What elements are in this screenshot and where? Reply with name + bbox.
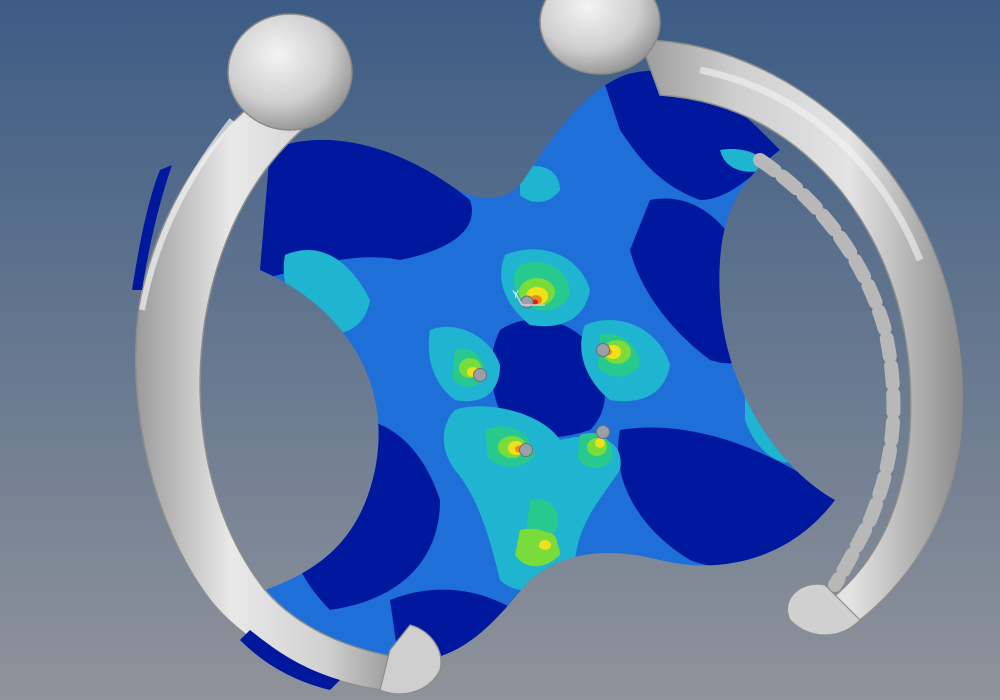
contour-band-mid — [520, 166, 560, 202]
coordinate-triad: Y — [512, 289, 545, 306]
fastener[interactable] — [596, 425, 610, 439]
rim-contour-patch — [240, 630, 340, 690]
contour-band-min — [618, 427, 835, 568]
triad-y-axis — [514, 291, 523, 306]
rim-right[interactable] — [638, 39, 963, 636]
contour-band-min — [491, 319, 605, 438]
fastener[interactable] — [520, 295, 534, 309]
contour-band-mid — [720, 149, 766, 172]
rim-left[interactable] — [132, 79, 442, 695]
rim-knob-right[interactable] — [539, 0, 661, 75]
fastener[interactable] — [596, 343, 610, 357]
hot-spot — [533, 532, 557, 552]
contour-band-min — [260, 133, 472, 280]
triad-axis-label: Y — [512, 289, 520, 301]
rim-contour-patch — [132, 165, 172, 290]
rim-grip-ridges — [753, 153, 901, 592]
rim-knob-left[interactable] — [227, 13, 353, 131]
fastener[interactable] — [519, 443, 533, 457]
hot-spot — [587, 438, 607, 456]
fastener[interactable] — [473, 368, 487, 382]
